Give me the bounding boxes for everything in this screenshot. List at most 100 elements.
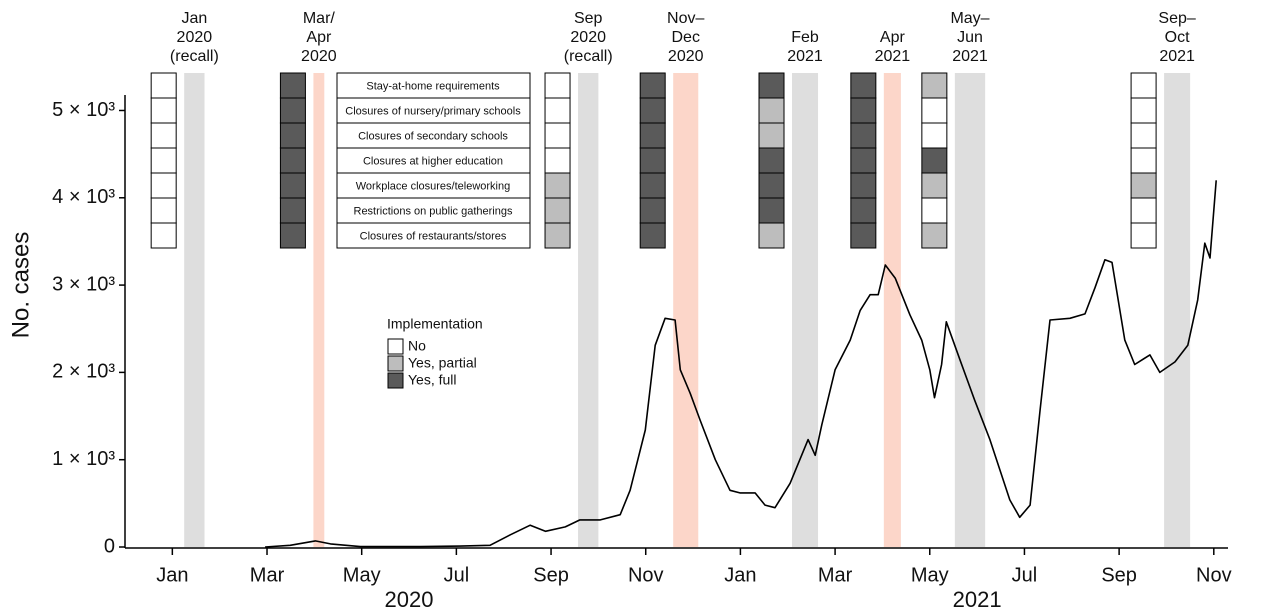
status-box: [1130, 72, 1157, 99]
status-box: [639, 172, 666, 199]
survey-label: Jun: [957, 29, 983, 46]
survey-label: Oct: [1165, 29, 1190, 46]
status-box: [544, 222, 571, 249]
survey-period: [1164, 73, 1191, 547]
y-tick-label: 0: [104, 535, 115, 557]
status-box: [279, 122, 306, 149]
survey-period: [578, 73, 599, 547]
status-box: [921, 147, 948, 174]
x-tick-label: Jan: [156, 564, 188, 586]
legend-label: Yes, full: [408, 372, 457, 388]
case-line: [265, 180, 1217, 548]
survey-label: Mar/: [303, 10, 336, 27]
x-group-label: 2021: [953, 587, 1002, 612]
x-tick-label: Jan: [724, 564, 756, 586]
survey-label: Dec: [672, 29, 700, 46]
legend-title: Implementation: [387, 316, 483, 332]
status-box: [544, 97, 571, 124]
status-box: [544, 147, 571, 174]
status-box: [279, 72, 306, 99]
status-box: [1130, 147, 1157, 174]
survey-label: Apr: [306, 29, 332, 46]
status-box: [544, 72, 571, 99]
survey-label: 2020: [570, 29, 606, 46]
status-box: [150, 72, 177, 99]
measure-label: Closures at higher education: [363, 155, 503, 167]
status-box: [150, 122, 177, 149]
survey-period: [883, 73, 901, 547]
status-box: [850, 72, 877, 99]
status-box: [1130, 97, 1157, 124]
survey-label: 2021: [787, 48, 823, 65]
survey-label: (recall): [564, 48, 613, 65]
status-box: [850, 122, 877, 149]
measure-label: Workplace closures/teleworking: [356, 180, 510, 192]
survey-period: [313, 73, 325, 547]
status-box: [639, 72, 666, 99]
status-box: [1130, 122, 1157, 149]
status-box: [758, 172, 785, 199]
status-box: [850, 197, 877, 224]
x-tick-label: Mar: [818, 564, 853, 586]
status-box: [544, 172, 571, 199]
legend-swatch: [387, 372, 404, 389]
x-tick-label: Jul: [1012, 564, 1038, 586]
status-box: [150, 97, 177, 124]
status-box: [850, 172, 877, 199]
status-box: [850, 147, 877, 174]
survey-label: (recall): [170, 48, 219, 65]
status-box: [850, 222, 877, 249]
status-box: [1130, 197, 1157, 224]
survey-period: [954, 73, 986, 547]
survey-label: Feb: [791, 29, 819, 46]
status-box: [639, 147, 666, 174]
y-axis-title: No. cases: [7, 232, 34, 339]
measure-label: Stay-at-home requirements: [366, 80, 500, 92]
y-tick-label: 4 × 10³: [52, 186, 115, 208]
status-box: [279, 147, 306, 174]
legend-label: No: [408, 338, 426, 354]
status-box: [1130, 172, 1157, 199]
measure-cell: [336, 222, 531, 249]
measure-cell: [336, 197, 531, 224]
status-box: [921, 172, 948, 199]
survey-label: Sep: [574, 10, 603, 27]
status-box: [850, 97, 877, 124]
x-group-label: 2020: [385, 587, 434, 612]
x-tick-label: May: [343, 564, 381, 586]
measure-label: Closures of secondary schools: [358, 130, 508, 142]
survey-label: 2020: [668, 48, 704, 65]
status-box: [758, 122, 785, 149]
status-box: [279, 222, 306, 249]
status-box: [921, 72, 948, 99]
status-box: [639, 222, 666, 249]
status-box: [639, 122, 666, 149]
status-box: [544, 197, 571, 224]
status-box: [758, 72, 785, 99]
legend-swatch: [387, 355, 404, 372]
x-tick-label: Jul: [444, 564, 470, 586]
x-tick-label: May: [911, 564, 949, 586]
status-box: [639, 97, 666, 124]
survey-label: Nov–: [667, 10, 704, 27]
status-box: [279, 97, 306, 124]
status-box: [1130, 222, 1157, 249]
status-box: [150, 147, 177, 174]
y-tick-label: 1 × 10³: [52, 448, 115, 470]
survey-label: Apr: [880, 29, 906, 46]
status-box: [758, 197, 785, 224]
x-tick-label: Nov: [1196, 564, 1232, 586]
survey-label: 2021: [952, 48, 988, 65]
status-box: [150, 222, 177, 249]
survey-label: May–: [950, 10, 989, 27]
measure-cell: [336, 97, 531, 124]
survey-period: [792, 73, 819, 547]
measure-cell: [336, 72, 531, 99]
status-box: [758, 222, 785, 249]
survey-label: Sep–: [1158, 10, 1195, 27]
x-tick-label: Mar: [250, 564, 285, 586]
survey-label: Jan: [181, 10, 207, 27]
measure-label: Closures of nursery/primary schools: [345, 105, 521, 117]
survey-period: [673, 73, 699, 547]
